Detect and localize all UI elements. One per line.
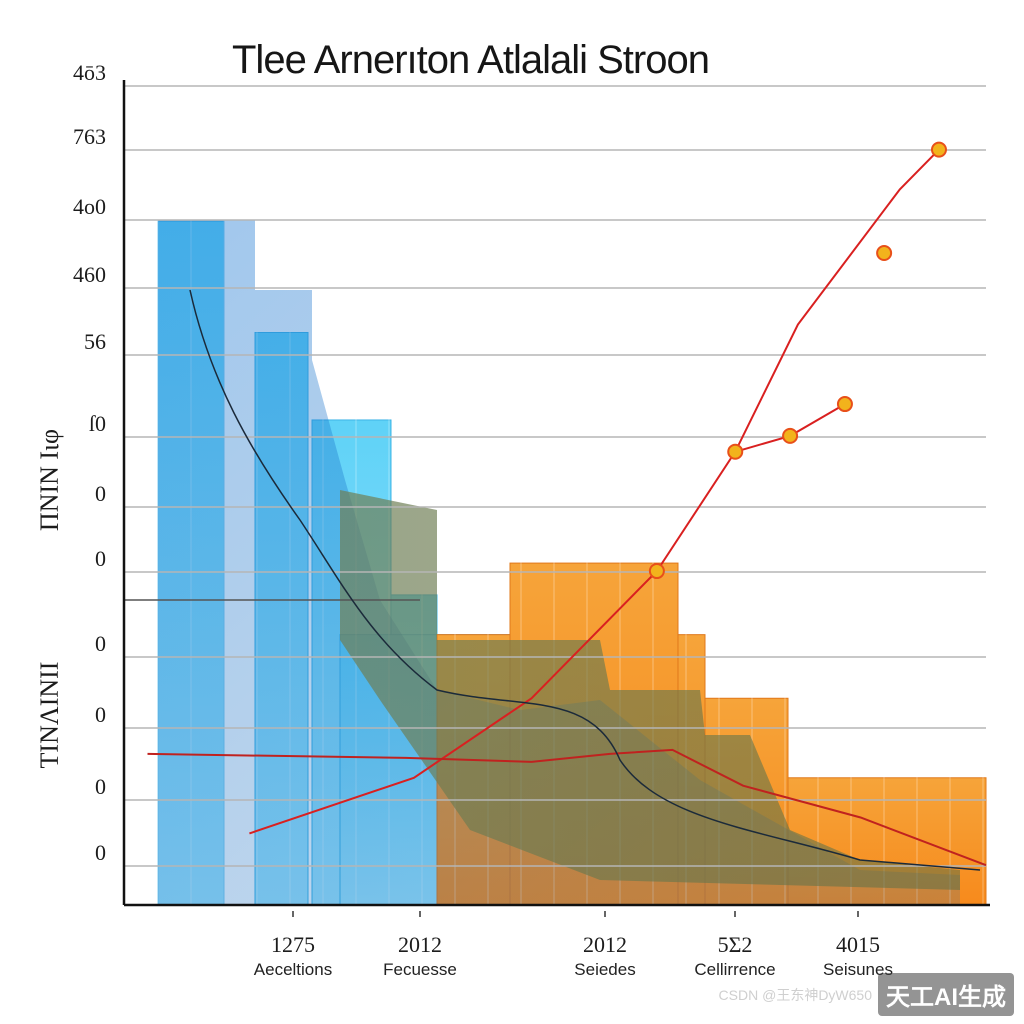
watermark-sub: CSDN @王东神DyW650: [718, 986, 872, 1003]
x-tick-label: 4015: [836, 932, 880, 957]
watermark-main: 天工AI生成: [878, 973, 1014, 1016]
olive-shade: [340, 490, 960, 890]
y-tick-label: 460: [73, 262, 106, 287]
x-tick-sublabel: Seisunes: [823, 960, 893, 979]
y-tick-label: 0: [95, 546, 106, 571]
series-marker: [836, 396, 853, 413]
x-tick-sublabel: Seiedes: [574, 960, 635, 979]
series-marker: [727, 443, 744, 460]
y-tick-label: ſ0: [89, 411, 106, 436]
shade-outline: [189, 289, 981, 871]
y-tick-label: 4o0: [73, 194, 106, 219]
y-axis-label-lower: ΤΙΝΛΙΝΙΙ: [35, 662, 64, 769]
y-tick-label: 0: [95, 840, 106, 865]
y-tick-label: 4ō3: [73, 60, 106, 85]
y-tick-label: 0: [95, 702, 106, 727]
y-tick-label: 56: [84, 329, 106, 354]
y-tick-label: 0: [95, 631, 106, 656]
x-tick-label: 2012: [583, 932, 627, 957]
series-marker: [876, 244, 893, 261]
x-tick-label: 2012: [398, 932, 442, 957]
series-marker: [648, 563, 665, 580]
x-tick-label: 5Σ2: [718, 932, 753, 957]
series-marker: [930, 141, 947, 158]
watermark: CSDN @王东神DyW650 天工AI生成: [719, 973, 1014, 1016]
chart-title: Tlee Arnerıton Atlalali Stroon: [232, 38, 710, 82]
series-line: [147, 748, 987, 867]
x-tick-sublabel: Fecuesse: [383, 960, 457, 979]
x-tick-label: 1275: [271, 932, 315, 957]
y-axis-label-upper: ΠΝΙΝ Ιιφ: [35, 429, 64, 531]
series-marker: [782, 427, 799, 444]
x-tick-sublabel: Aeceltions: [254, 960, 332, 979]
blue-shade: [158, 220, 960, 905]
y-tick-label: 0: [95, 481, 106, 506]
y-tick-label: 763: [73, 124, 106, 149]
series-line: [249, 148, 940, 835]
x-tick-sublabel: Cellirrence: [694, 960, 775, 979]
y-tick-label: 0: [95, 774, 106, 799]
